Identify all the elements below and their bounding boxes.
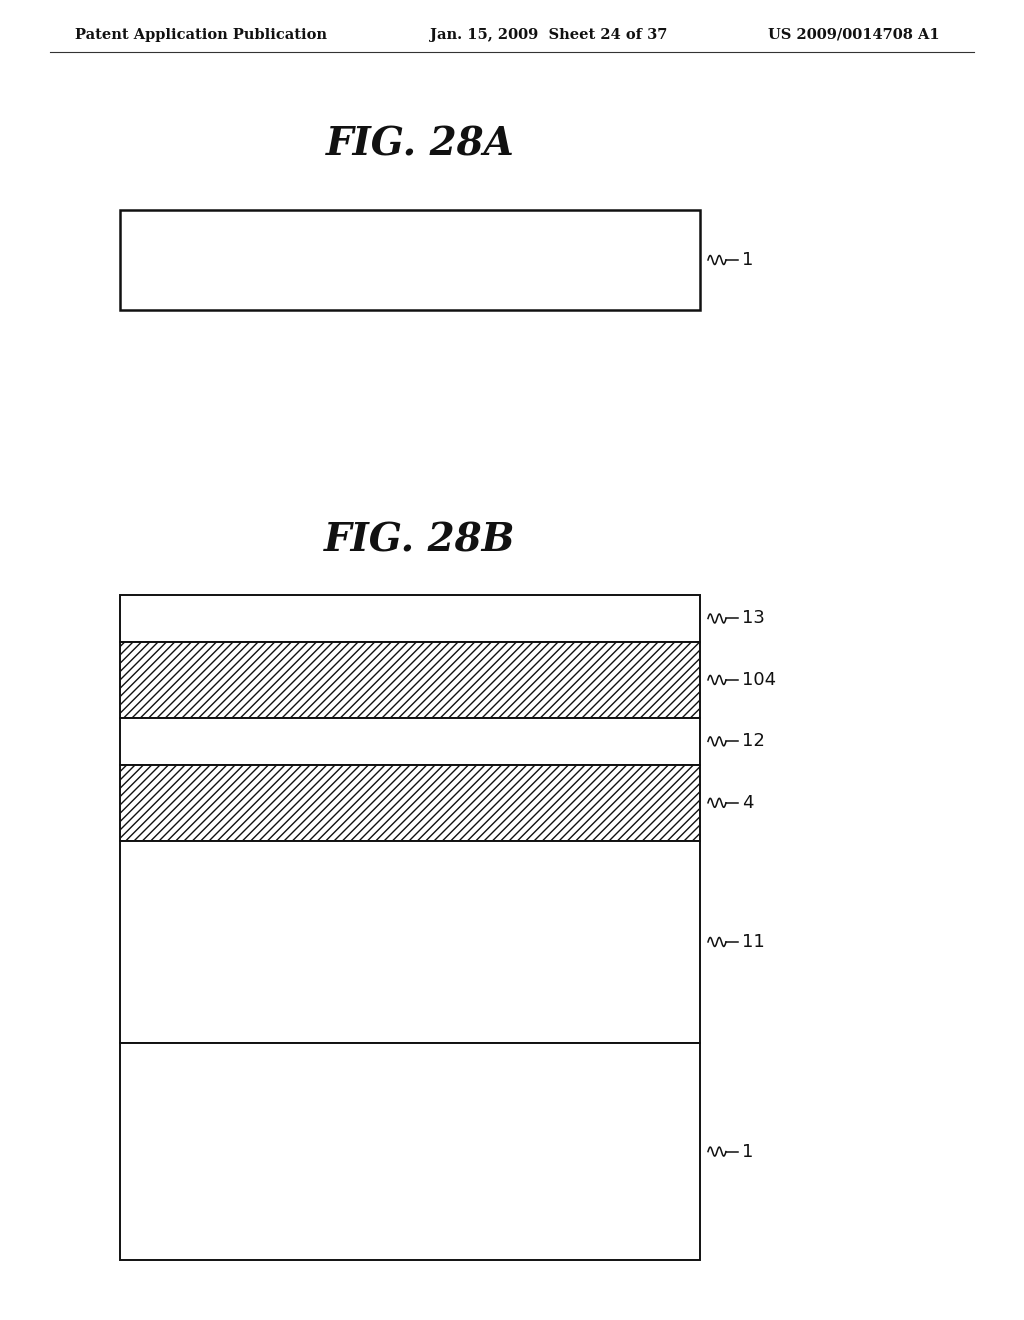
Text: 1: 1 <box>742 1143 754 1160</box>
Text: 12: 12 <box>742 733 765 750</box>
Bar <box>120 595 700 642</box>
Text: FIG. 28B: FIG. 28B <box>325 521 516 558</box>
Text: 13: 13 <box>742 610 765 627</box>
Text: FIG. 28A: FIG. 28A <box>326 125 514 164</box>
Bar <box>120 642 700 718</box>
Text: Jan. 15, 2009  Sheet 24 of 37: Jan. 15, 2009 Sheet 24 of 37 <box>430 28 668 42</box>
Bar <box>120 764 700 841</box>
Bar <box>120 718 700 764</box>
Bar <box>120 841 700 1043</box>
Text: 1: 1 <box>742 251 754 269</box>
Text: 11: 11 <box>742 933 765 950</box>
Bar <box>120 210 700 310</box>
Text: 104: 104 <box>742 671 776 689</box>
Text: Patent Application Publication: Patent Application Publication <box>75 28 327 42</box>
Text: US 2009/0014708 A1: US 2009/0014708 A1 <box>768 28 940 42</box>
Text: 4: 4 <box>742 793 754 812</box>
Bar <box>120 1043 700 1261</box>
